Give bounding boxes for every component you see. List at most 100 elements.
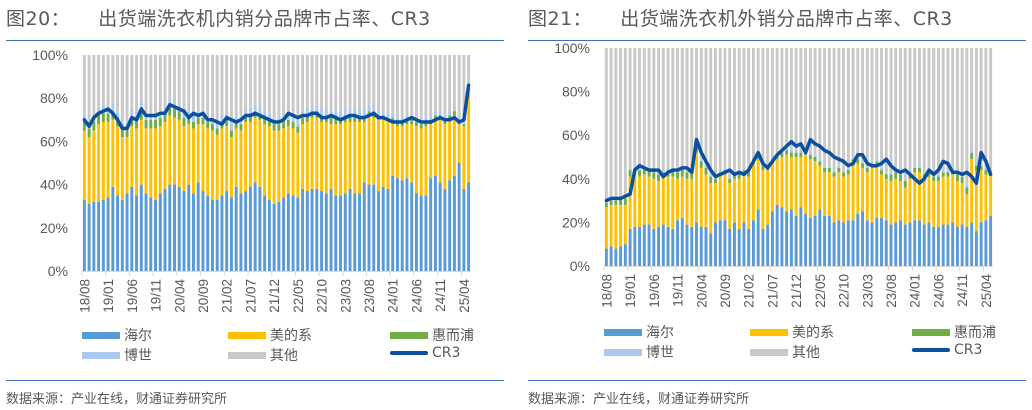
- bar-segment-海尔: [927, 222, 931, 266]
- bar-segment-海尔: [457, 163, 461, 271]
- bar-segment-美的系: [125, 137, 129, 194]
- bar-segment-美的系: [861, 167, 865, 212]
- bar-segment-海尔: [946, 224, 950, 266]
- bar-segment-博世: [334, 111, 338, 118]
- bar-segment-美的系: [804, 154, 808, 214]
- bar-segment-其他: [177, 55, 181, 105]
- bar-segment-其他: [808, 48, 812, 153]
- bar-segment-惠而浦: [932, 176, 936, 181]
- bar-segment-海尔: [329, 188, 333, 271]
- bar-segment-其他: [101, 55, 105, 105]
- bar-segment-美的系: [941, 176, 945, 225]
- legend-item: 惠而浦: [912, 322, 996, 342]
- bar-segment-惠而浦: [642, 167, 646, 175]
- bar-segment-博世: [215, 121, 219, 129]
- bar-segment-其他: [135, 55, 139, 112]
- bar-segment-惠而浦: [168, 106, 172, 116]
- chart-panel-domestic: 图20： 出货端洗衣机内销分品牌市占率、CR3 0% 20% 40% 60% 80% 100…: [6, 8, 504, 407]
- bar-segment-博世: [263, 111, 267, 118]
- bar-segment-美的系: [343, 121, 347, 194]
- bar-segment-海尔: [794, 215, 798, 266]
- bar-segment-惠而浦: [960, 176, 964, 184]
- bar-segment-其他: [400, 55, 404, 118]
- bar-segment-博世: [922, 172, 926, 175]
- bar-segment-博世: [339, 111, 343, 118]
- y-tick-label: 20%: [562, 214, 590, 230]
- bar-segment-其他: [168, 55, 172, 99]
- bar-segment-其他: [922, 48, 926, 173]
- bar-segment-海尔: [870, 222, 874, 266]
- bar-segment-美的系: [135, 128, 139, 196]
- bar-segment-海尔: [87, 204, 91, 271]
- bar-segment-美的系: [742, 174, 746, 223]
- bar-segment-海尔: [248, 186, 252, 271]
- bar-segment-海尔: [747, 228, 751, 266]
- bar-segment-其他: [870, 48, 874, 162]
- bar-segment-美的系: [899, 180, 902, 221]
- bar-segment-其他: [225, 55, 229, 114]
- bar-segment-惠而浦: [714, 178, 717, 184]
- bar-segment-其他: [856, 48, 860, 157]
- bar-segment-海尔: [917, 220, 921, 266]
- bar-segment-博世: [979, 163, 983, 166]
- bar-segment-美的系: [358, 121, 361, 194]
- bar-segment-海尔: [168, 184, 172, 271]
- x-tick-label: 19/06: [125, 279, 140, 313]
- bar-segment-其他: [709, 48, 713, 175]
- bar-segment-海尔: [614, 248, 618, 266]
- bar-segment-美的系: [894, 178, 898, 223]
- bar-segment-美的系: [813, 161, 817, 216]
- x-tick-label: 21/07: [765, 274, 780, 308]
- bar-segment-其他: [728, 48, 732, 177]
- bar-segment-其他: [894, 48, 898, 171]
- bar-segment-海尔: [315, 188, 319, 271]
- bar-segment-其他: [348, 55, 352, 109]
- bar-segment-其他: [457, 55, 461, 116]
- bar-segment-惠而浦: [163, 113, 167, 122]
- bar-segment-其他: [680, 48, 684, 168]
- bar-segment-海尔: [448, 180, 452, 271]
- bar-segment-惠而浦: [780, 152, 784, 157]
- bar-segment-美的系: [87, 137, 91, 205]
- bar-segment-美的系: [258, 119, 262, 187]
- bar-segment-海尔: [970, 222, 974, 266]
- bar-segment-美的系: [770, 163, 774, 212]
- bar-segment-美的系: [657, 180, 661, 227]
- bar-segment-惠而浦: [657, 174, 661, 181]
- bar-segment-海尔: [666, 226, 670, 266]
- bar-segment-海尔: [652, 228, 656, 266]
- x-tick-label: 18/08: [599, 274, 614, 308]
- bar-segment-海尔: [709, 233, 713, 266]
- bar-segment-海尔: [623, 244, 627, 266]
- bar-segment-海尔: [443, 188, 447, 271]
- bar-segment-博世: [187, 111, 191, 118]
- bar-segment-海尔: [192, 193, 195, 271]
- bar-segment-海尔: [467, 182, 471, 271]
- bar-segment-惠而浦: [334, 117, 338, 125]
- bar-segment-其他: [742, 48, 746, 168]
- bar-segment-其他: [827, 48, 831, 166]
- stacked-bar-chart: 0% 20% 40% 60% 80% 100% 18/08 19/01 19/06 19/11 20…: [554, 40, 994, 308]
- bar-segment-其他: [320, 55, 324, 109]
- bar-segment-海尔: [210, 199, 214, 271]
- bar-segment-惠而浦: [414, 121, 418, 127]
- bar-segment-博世: [310, 104, 314, 112]
- bar-segment-惠而浦: [936, 176, 940, 181]
- bar-segment-博世: [452, 106, 456, 112]
- data-source: 数据来源：产业在线，财通证券研究所: [6, 392, 228, 407]
- bar-segment-其他: [960, 48, 964, 175]
- bar-segment-海尔: [182, 191, 186, 271]
- bar-segment-其他: [82, 55, 86, 114]
- bar-segment-美的系: [642, 174, 646, 225]
- bar-segment-惠而浦: [82, 121, 86, 131]
- bar-segment-海尔: [880, 218, 883, 266]
- x-tick-label: 24/06: [931, 274, 946, 308]
- bar-segment-海尔: [989, 215, 993, 266]
- bar-segment-博世: [941, 170, 945, 173]
- bar-segment-海尔: [97, 201, 101, 271]
- bar-segment-博世: [139, 100, 143, 112]
- bar-segment-美的系: [196, 124, 200, 183]
- bar-segment-其他: [277, 55, 281, 118]
- legend-label: 惠而浦: [432, 328, 474, 344]
- legend-label: 惠而浦: [954, 325, 996, 341]
